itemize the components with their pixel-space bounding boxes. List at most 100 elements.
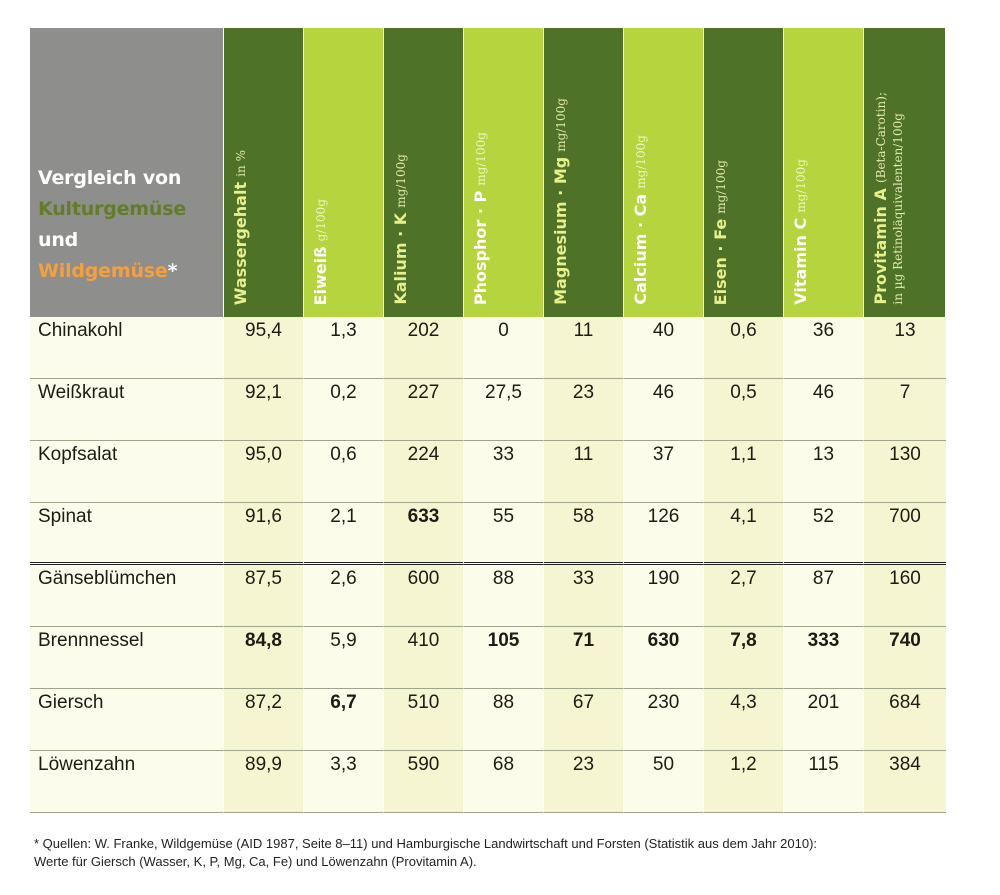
column-header-label: Wassergehalt in %: [231, 149, 250, 305]
column-header: Eiweiß g/100g: [304, 28, 384, 317]
column-name: Magnesium · Mg: [551, 156, 570, 305]
column-unit: g/100g: [314, 198, 328, 241]
table-cell: 88: [464, 689, 544, 751]
table-cell: 67: [544, 689, 624, 751]
column-name: Eisen · Fe: [711, 218, 730, 305]
table-cell: 89,9: [224, 751, 304, 813]
title-line-1: Vergleich von: [38, 167, 182, 189]
table-cell: 0: [464, 317, 544, 379]
table-cell: 684: [864, 689, 946, 751]
column-header: Phosphor · P mg/100g: [464, 28, 544, 317]
table-cell: 105: [464, 627, 544, 689]
table-cell: 52: [784, 503, 864, 565]
table-cell: 46: [624, 379, 704, 441]
table-cell: 71: [544, 627, 624, 689]
table-cell: 633: [384, 503, 464, 565]
table-cell: 7,8: [704, 627, 784, 689]
table-cell: 88: [464, 565, 544, 627]
column-header: Wassergehalt in %: [224, 28, 304, 317]
table-cell: 1,1: [704, 441, 784, 503]
table-cell: 230: [624, 689, 704, 751]
table-cell: 23: [544, 751, 624, 813]
table-cell: 590: [384, 751, 464, 813]
table-cell: 5,9: [304, 627, 384, 689]
title-line-2: Kulturgemüse: [38, 198, 187, 220]
column-header-label: Eiweiß g/100g: [311, 198, 330, 305]
column-unit: mg/100g: [554, 98, 568, 152]
table-cell: 95,0: [224, 441, 304, 503]
row-label: Weißkraut: [30, 379, 224, 441]
table-cell: 87,2: [224, 689, 304, 751]
table-cell: 160: [864, 565, 946, 627]
row-label: Gänseblümchen: [30, 565, 224, 627]
table-cell: 0,2: [304, 379, 384, 441]
row-label: Chinakohl: [30, 317, 224, 379]
row-label: Brennnessel: [30, 627, 224, 689]
column-name: Vitamin C: [791, 218, 810, 305]
column-name: Phosphor · P: [471, 190, 490, 305]
footnote: * Quellen: W. Franke, Wildgemüse (AID 19…: [34, 835, 964, 871]
column-unit: mg/100g: [714, 159, 728, 214]
column-header-label: Calcium · Ca mg/100g: [631, 135, 650, 305]
table-cell: 36: [784, 317, 864, 379]
table-cell: 130: [864, 441, 946, 503]
column-header: Provitamin A (Beta-Carotin); in µg Retino…: [864, 28, 946, 317]
table-cell: 87: [784, 565, 864, 627]
row-label: Spinat: [30, 503, 224, 565]
row-label: Giersch: [30, 689, 224, 751]
row-label: Kopfsalat: [30, 441, 224, 503]
column-header-label: Kalium · K mg/100g: [391, 154, 410, 305]
column-unit: in %: [234, 149, 248, 177]
column-header: Kalium · K mg/100g: [384, 28, 464, 317]
table-cell: 202: [384, 317, 464, 379]
table-cell: 224: [384, 441, 464, 503]
column-header: Eisen · Fe mg/100g: [704, 28, 784, 317]
column-unit-detail: in µg Retinoläquivalenten/100g: [891, 113, 905, 305]
footnote-line-2: Werte für Giersch (Wasser, K, P, Mg, Ca,…: [34, 854, 477, 869]
nutrient-comparison-table: Vergleich von Kulturgemüse und Wildgemüs…: [30, 28, 952, 813]
table-cell: 384: [864, 751, 946, 813]
table-cell: 740: [864, 627, 946, 689]
table-cell: 0,5: [704, 379, 784, 441]
column-name: Kalium · K: [391, 213, 410, 305]
title-line-3-highlight: Wildgemüse: [38, 260, 168, 282]
table-cell: 2,6: [304, 565, 384, 627]
column-name: Calcium · Ca: [631, 194, 650, 305]
column-unit: mg/100g: [394, 154, 408, 209]
table-cell: 126: [624, 503, 704, 565]
title-line-3-asterisk: *: [167, 260, 178, 282]
table-cell: 227: [384, 379, 464, 441]
table-cell: 201: [784, 689, 864, 751]
column-unit: (Beta-Carotin);: [874, 92, 888, 184]
table-cell: 55: [464, 503, 544, 565]
column-name: Provitamin A: [871, 188, 890, 305]
table-cell: 630: [624, 627, 704, 689]
table-cell: 115: [784, 751, 864, 813]
column-header: Calcium · Ca mg/100g: [624, 28, 704, 317]
footnote-line-1: * Quellen: W. Franke, Wildgemüse (AID 19…: [34, 836, 818, 851]
table-title-cell: Vergleich von Kulturgemüse und Wildgemüs…: [30, 28, 224, 317]
table-cell: 95,4: [224, 317, 304, 379]
column-header: Vitamin C mg/100g: [784, 28, 864, 317]
table-cell: 410: [384, 627, 464, 689]
table-cell: 4,1: [704, 503, 784, 565]
table-cell: 68: [464, 751, 544, 813]
table-cell: 4,3: [704, 689, 784, 751]
table-cell: 84,8: [224, 627, 304, 689]
column-header: Magnesium · Mg mg/100g: [544, 28, 624, 317]
column-unit: mg/100g: [474, 131, 488, 186]
column-name: Wassergehalt: [231, 181, 250, 305]
column-unit: mg/100g: [634, 135, 648, 190]
table-cell: 3,3: [304, 751, 384, 813]
table-cell: 40: [624, 317, 704, 379]
table-cell: 7: [864, 379, 946, 441]
table-cell: 1,3: [304, 317, 384, 379]
table-cell: 6,7: [304, 689, 384, 751]
table-cell: 0,6: [704, 317, 784, 379]
table-cell: 0,6: [304, 441, 384, 503]
table-cell: 27,5: [464, 379, 544, 441]
table-cell: 2,7: [704, 565, 784, 627]
table-cell: 333: [784, 627, 864, 689]
column-name: Eiweiß: [311, 245, 330, 305]
table-cell: 87,5: [224, 565, 304, 627]
